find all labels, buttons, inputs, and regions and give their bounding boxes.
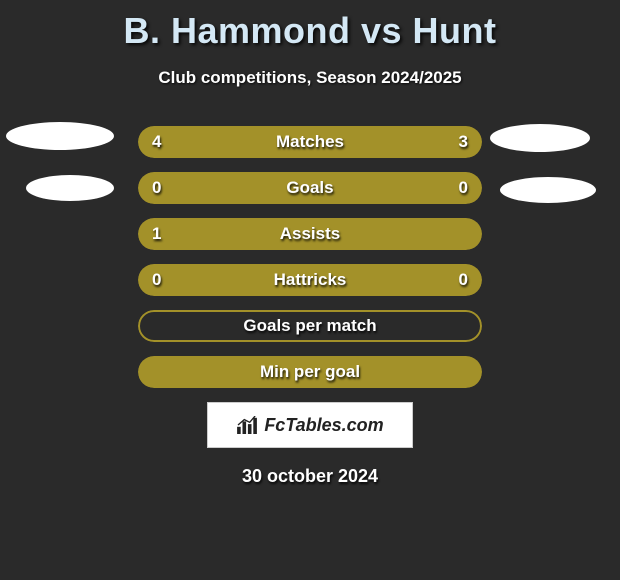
avatar-ellipse-left [6,122,114,150]
stat-value-right: 3 [459,132,468,152]
stat-label: Goals per match [243,316,376,336]
stat-fill-left [138,172,310,204]
stat-label: Goals [286,178,333,198]
stat-value-right: 0 [459,178,468,198]
stat-row: 0 0 Goals [138,172,482,204]
avatar-ellipse-left [26,175,114,201]
page-subtitle: Club competitions, Season 2024/2025 [0,68,620,88]
stat-fill-right [310,172,482,204]
bar-chart-icon [236,416,258,434]
stat-row: Min per goal [138,356,482,388]
stat-label: Assists [280,224,340,244]
stat-row: Goals per match [138,310,482,342]
stat-label: Matches [276,132,344,152]
avatar-ellipse-right [500,177,596,203]
avatar-ellipse-right [490,124,590,152]
stat-value-left: 1 [152,224,161,244]
stat-row: 1 Assists [138,218,482,250]
stat-label: Min per goal [260,362,360,382]
stat-label: Hattricks [274,270,347,290]
stat-value-left: 0 [152,270,161,290]
stat-row: 0 0 Hattricks [138,264,482,296]
stat-value-left: 4 [152,132,161,152]
brand-text: FcTables.com [264,415,383,436]
page-title: B. Hammond vs Hunt [0,0,620,52]
stats-container: 4 3 Matches 0 0 Goals 1 Assists 0 0 Hattricks Goals… [0,126,620,388]
stat-row: 4 3 Matches [138,126,482,158]
stat-value-left: 0 [152,178,161,198]
date-text: 30 october 2024 [0,466,620,487]
brand-box[interactable]: FcTables.com [207,402,413,448]
stat-value-right: 0 [459,270,468,290]
